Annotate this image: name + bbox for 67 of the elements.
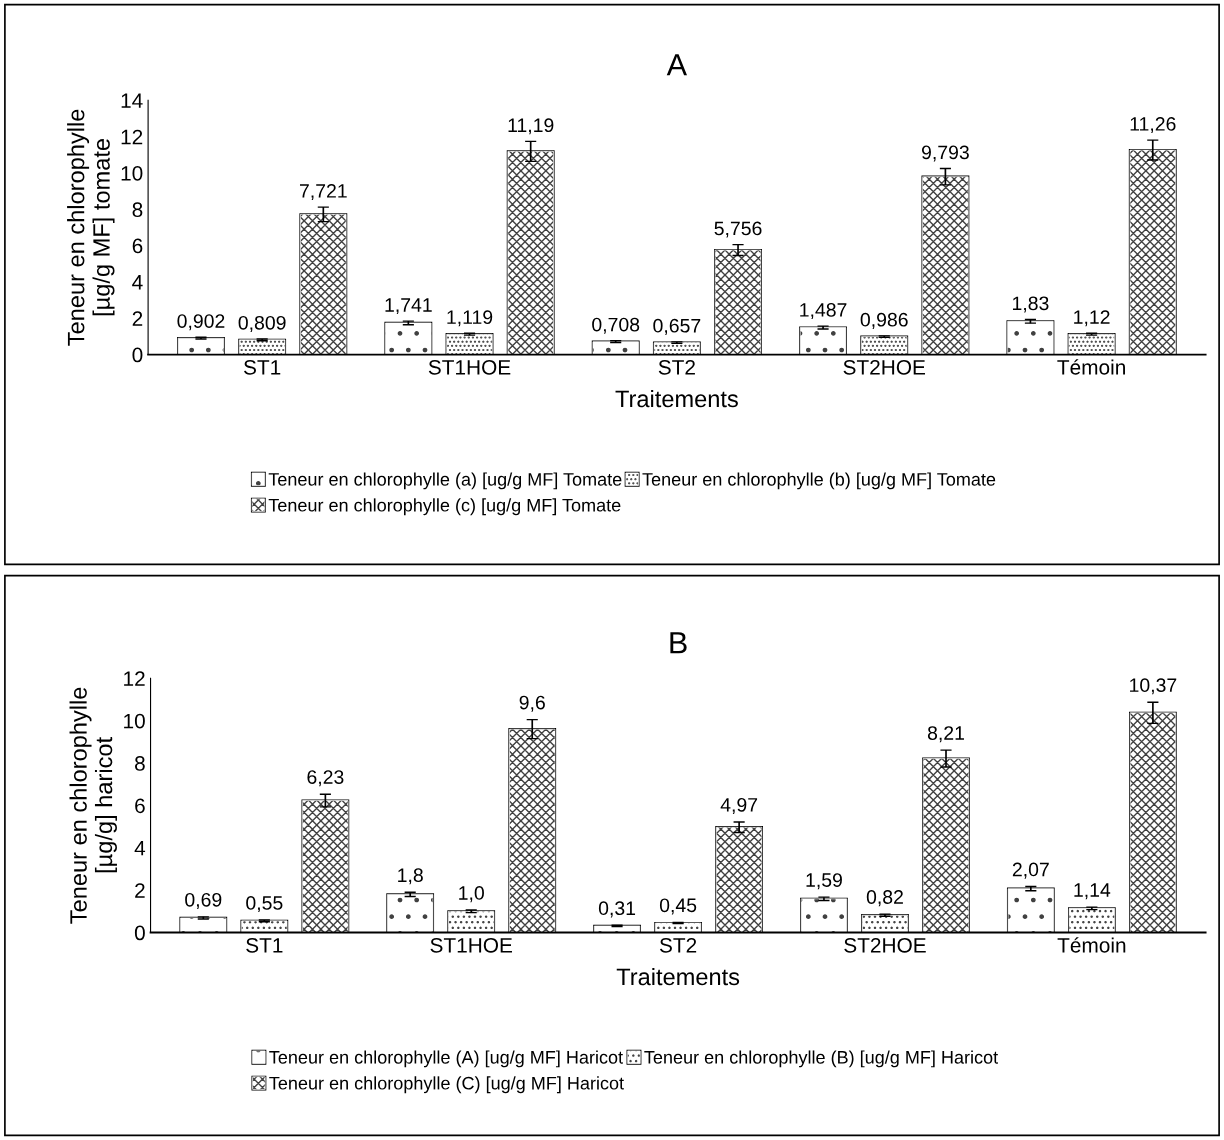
y-tick-label: 8 <box>135 756 145 771</box>
legend-label: Teneur en chlorophylle (b) [ug/g MF] Tomate <box>642 472 996 490</box>
data-label: 0,902 <box>177 314 225 331</box>
x-tick-label: ST1HOE <box>430 937 512 953</box>
data-label: 1,59 <box>806 873 842 890</box>
legend-label: Teneur en chlorophylle (a) [ug/g MF] Tomate <box>268 472 622 490</box>
data-label: 0,708 <box>592 317 640 334</box>
x-tick-label: ST1HOE <box>428 359 511 375</box>
legend-label: Teneur en chlorophylle (C) [ug/g MF] Haricot <box>269 1076 624 1094</box>
data-label: 1,0 <box>459 886 484 903</box>
data-label: 1,487 <box>800 303 847 320</box>
y-tick-label: 0 <box>134 925 145 941</box>
y-tick-label: 10 <box>124 713 145 729</box>
x-tick-label: ST2 <box>658 359 695 375</box>
data-label: 0,657 <box>653 318 701 335</box>
x-tick-label: ST1 <box>246 937 283 953</box>
y-axis-title: Teneur en chlorophylle [µg/g] haricot <box>69 687 117 924</box>
x-tick-label: ST1 <box>244 359 281 375</box>
data-label: 10,37 <box>1130 678 1177 695</box>
data-label: 2,07 <box>1012 862 1049 879</box>
data-label: 11,19 <box>508 118 554 135</box>
data-label: 0,69 <box>185 892 222 909</box>
x-axis-title: Traitements <box>615 389 738 408</box>
data-label: 0,55 <box>246 896 283 913</box>
data-label: 1,83 <box>1012 296 1049 313</box>
legend-label: Teneur en chlorophylle (B) [ug/g MF] Haricot <box>644 1050 998 1068</box>
data-label: 0,82 <box>866 890 903 907</box>
x-axis-title: Traitements <box>616 967 740 986</box>
data-label: 4,97 <box>720 797 758 815</box>
y-tick-label: 8 <box>132 202 143 218</box>
chart-title: A <box>666 54 687 76</box>
y-tick-label: 6 <box>132 238 143 254</box>
data-label: 7,721 <box>299 184 347 201</box>
data-label: 1,14 <box>1074 883 1111 900</box>
y-tick-label: 14 <box>121 93 143 108</box>
x-tick-label: ST2HOE <box>843 359 926 375</box>
data-label: 0,809 <box>238 315 286 332</box>
y-tick-label: 6 <box>135 798 145 814</box>
x-tick-label: ST2HOE <box>844 937 926 953</box>
y-tick-label: 10 <box>121 165 143 181</box>
data-label: 9,793 <box>921 145 969 162</box>
legend-label: Teneur en chlorophylle (A) [ug/g MF] Haricot <box>269 1050 623 1068</box>
data-label: 9,6 <box>519 695 545 712</box>
data-label: 1,8 <box>398 868 423 885</box>
y-tick-label: 0 <box>132 347 143 363</box>
y-tick-label: 4 <box>132 275 143 290</box>
data-label: 5,756 <box>714 221 762 238</box>
chart-title: B <box>670 632 687 654</box>
y-tick-label: 2 <box>135 883 145 898</box>
y-axis-title: Teneur en chlorophylle [µg/g MF] tomate <box>67 109 115 346</box>
y-tick-label: 12 <box>121 129 143 145</box>
x-tick-label: Témoin <box>1057 359 1125 375</box>
data-label: 6,23 <box>307 770 344 787</box>
y-tick-label: 12 <box>124 671 145 686</box>
data-label: 0,986 <box>860 312 908 329</box>
y-tick-label: 4 <box>134 841 146 856</box>
x-tick-label: ST2 <box>659 937 697 953</box>
data-label: 0,31 <box>598 901 636 918</box>
data-label: 1,12 <box>1074 310 1110 327</box>
x-tick-label: Témoin <box>1057 937 1126 953</box>
legend-label: Teneur en chlorophylle (c) [ug/g MF] Tomate <box>268 498 621 516</box>
data-label: 1,741 <box>385 298 432 315</box>
data-label: 11,26 <box>1130 117 1176 134</box>
y-tick-label: 2 <box>132 311 143 326</box>
data-label: 8,21 <box>927 726 964 743</box>
data-label: 0,45 <box>659 898 697 915</box>
data-label: 1,119 <box>447 310 493 327</box>
